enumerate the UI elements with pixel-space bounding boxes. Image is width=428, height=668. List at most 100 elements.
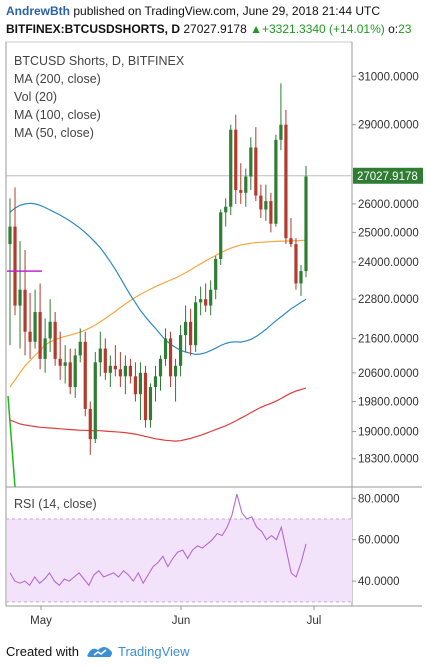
candle-up [43,338,47,359]
candle-up [209,289,213,306]
candle-down [239,190,243,193]
legend-vol: Vol (20) [14,90,58,104]
price-tick-label: 19800.0000 [358,397,419,409]
candle-down [53,321,57,359]
candle-up [199,299,203,303]
candle-down [189,321,193,346]
candle-up [178,335,183,366]
candle-up [123,365,127,377]
time-tick-label: Jun [172,615,191,627]
change-arrow-icon: ▲ [250,22,262,36]
candle-down [204,299,208,306]
candle-down [118,369,122,377]
candle-up [214,258,218,290]
candle-down [254,147,258,196]
legend-ma200: MA (200, close) [14,72,101,86]
candle-up [219,212,223,259]
candle-up [33,312,37,342]
candle-up [249,147,253,177]
candle-down [269,201,273,224]
author-link[interactable]: AndrewBth [6,4,70,18]
candle-up [8,226,12,245]
created-with-text: Created with [6,644,79,659]
rsi-line [9,493,307,587]
price-tick-label: 22800.0000 [358,294,419,306]
price-chart[interactable]: 18300.0000 19000.0000 19800.0000 20600.0000… [0,0,428,636]
legend-title: BTCUSD Shorts, D, BITFINEX [14,54,185,68]
candle-up [194,302,198,346]
vol-line [7,395,16,488]
candle-down [294,244,298,284]
rsi-tick-label: 40.0000 [358,576,400,588]
tradingview-logo-icon[interactable] [86,644,114,660]
rsi-tick-label: 60.0000 [358,535,400,547]
ma200-line [9,387,307,442]
rsi-legend: RSI (14, close) [14,497,97,511]
candle-up [98,348,102,363]
candle-up [78,341,82,356]
chart-header: AndrewBth published on TradingView.com, … [0,0,428,40]
time-tick-label: May [30,615,52,627]
candle-up [73,355,77,388]
candle-down [133,376,138,395]
symbol-name: BITFINEX:BTCUSDSHORTS, D [6,22,180,36]
candle-up [93,362,97,440]
candle-up [224,206,228,213]
candle-up [173,365,178,377]
tradingview-brand[interactable]: TradingView [118,644,190,659]
candle-up [264,201,268,210]
price-tick-label: 19000.0000 [358,426,419,438]
price-tick-label: 26000.0000 [358,199,419,211]
last-price: 27027.9178 [183,22,247,36]
candle-down [128,365,133,377]
candle-down [38,312,42,359]
candle-up [108,365,112,373]
candle-up [274,139,278,224]
candle-down [23,289,27,332]
candle-down [113,365,117,370]
candle-up [183,321,188,336]
candle-down [13,226,17,306]
symbol-line: BITFINEX:BTCUSDSHORTS, D 27027.9178 ▲+33… [6,22,411,36]
price-tick-label: 18300.0000 [358,454,419,466]
candle-down [68,362,72,388]
candle-down [234,129,238,191]
candle-up [48,321,52,339]
footer: Created with TradingView [0,636,428,668]
candle-up [244,176,248,193]
candle-up [153,376,158,388]
candle-down [284,124,288,239]
ma100-line [9,239,307,388]
candle-up [229,129,233,207]
legend-ma50: MA (50, close) [14,126,94,140]
rsi-tick-label: 80.0000 [358,493,400,505]
candle-down [289,238,293,245]
publish-info: published on TradingView.com, June 29, 2… [73,4,380,18]
candle-down [259,195,263,210]
price-tick-label: 21600.0000 [358,333,419,345]
candle-up [163,338,168,359]
price-tick-label: 24000.0000 [358,257,419,269]
chart-legend: BTCUSD Shorts, D, BITFINEX MA (200, clos… [14,52,184,142]
price-tag-box [353,167,423,184]
open-value: 23 [398,22,412,36]
legend-ma100: MA (100, close) [14,108,101,122]
candle-down [143,372,148,421]
candle-down [28,331,32,342]
candle-down [58,358,62,366]
candle-down [83,341,87,409]
candle-up [18,289,22,306]
time-tick-label: Jul [307,615,322,627]
candle-up [299,271,303,284]
price-tick-label: 25000.0000 [358,227,419,239]
candle-up [279,124,283,140]
price-change: +3321.3340 (+14.01%) [261,22,385,36]
candle-up [138,372,143,395]
price-tick-label: 31000.0000 [358,71,419,83]
rsi-band [7,519,352,602]
price-tick-label: 20600.0000 [358,368,419,380]
open-label: o: [388,22,399,36]
publish-line: AndrewBth published on TradingView.com, … [6,4,380,18]
price-tag: 27027.9178 [357,171,418,183]
ma50-line [9,202,307,356]
